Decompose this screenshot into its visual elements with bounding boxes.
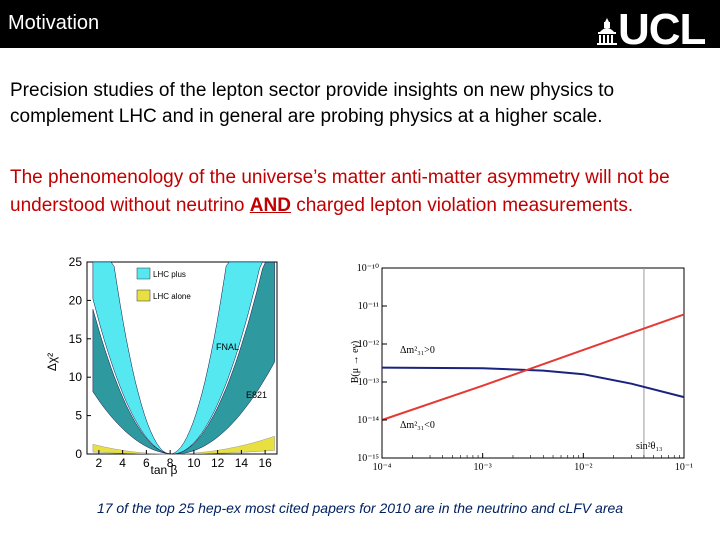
y-tick-label: 20 xyxy=(69,293,83,307)
series-line xyxy=(381,366,685,399)
legend-label-lhc-plus: LHC plus xyxy=(153,270,186,279)
chart2-ylabel: B(μ → eγ) xyxy=(350,341,361,384)
y-tick-label: 10⁻¹⁵ xyxy=(357,453,379,464)
x-tick-label: 14 xyxy=(235,456,249,470)
band-lhc-alone xyxy=(92,435,275,455)
x-tick-label: 8 xyxy=(167,456,174,470)
chart2-frame xyxy=(381,267,685,459)
y-tick-label: 5 xyxy=(75,409,82,423)
paragraph2-post: charged lepton violation measurements. xyxy=(290,195,634,216)
band-lhc-plus xyxy=(92,261,275,455)
x-tick-label: 10⁻⁴ xyxy=(373,462,392,473)
paragraph-physics-motivation: Precision studies of the lepton sector p… xyxy=(10,80,615,127)
legend-swatch-lhc-plus xyxy=(136,267,151,280)
legend-label-lhc-alone: LHC alone xyxy=(153,292,191,301)
paragraph-asymmetry: The phenomenology of the universe’s matt… xyxy=(10,164,715,220)
chart1-axes: 2 4 6 8 10 12 14 16 0 5 10 15 20 25 xyxy=(69,255,272,470)
x-tick-label: 16 xyxy=(258,456,272,470)
title-bar: Motivation UCL xyxy=(0,0,720,54)
chart1-ylabel: Δχ² xyxy=(45,353,59,371)
slide-title: Motivation xyxy=(8,12,100,34)
y-tick-label: 10 xyxy=(69,370,83,384)
chart1-legend: LHC plus LHC alone xyxy=(136,267,191,302)
band-e821 xyxy=(92,261,275,455)
y-tick-label: 10⁻¹⁰ xyxy=(357,263,379,274)
chart-mu-e-gamma: 10⁻⁴ 10⁻³ 10⁻² 10⁻¹ 10⁻¹⁰ 10⁻¹¹ 10⁻¹² 10⁻¹³ 10⁻¹… xyxy=(350,263,693,473)
chart-delta-chi2: LHC plus LHC alone FNAL E821 2 4 6 8 10 12 14 1… xyxy=(45,255,278,477)
chart2-series xyxy=(381,313,685,421)
x-tick-label: 12 xyxy=(211,456,225,470)
y-tick-label: 10⁻¹¹ xyxy=(358,301,379,312)
chart1-bands xyxy=(92,261,275,455)
x-tick-label: 10 xyxy=(187,456,201,470)
chart2-xlabel: sin²θ₁₃ xyxy=(636,441,662,452)
x-tick-label: 2 xyxy=(96,456,103,470)
legend-swatch-lhc-alone xyxy=(136,289,151,302)
ucl-dome-icon xyxy=(597,18,617,45)
logo-text: UCL xyxy=(618,5,706,54)
y-tick-label: 15 xyxy=(69,332,83,346)
x-tick-label: 6 xyxy=(143,456,150,470)
y-tick-label: 0 xyxy=(75,447,82,461)
chart2-axes: 10⁻⁴ 10⁻³ 10⁻² 10⁻¹ 10⁻¹⁰ 10⁻¹¹ 10⁻¹² 10⁻¹³ 10⁻¹… xyxy=(357,263,693,473)
paragraph2-emphasis: AND xyxy=(249,195,291,216)
y-tick-label: 10⁻¹² xyxy=(358,339,379,350)
citation-note: 17 of the top 25 hep-ex most cited paper… xyxy=(96,500,624,516)
x-tick-label: 10⁻³ xyxy=(474,462,492,473)
y-tick-label: 10⁻¹⁴ xyxy=(357,415,379,426)
ucl-logo: UCL xyxy=(596,5,720,54)
annotation-e821: E821 xyxy=(246,390,267,400)
x-tick-label: 10⁻¹ xyxy=(675,462,693,473)
series-label-normal: Δm²₃₁>0 xyxy=(400,345,435,356)
annotation-fnal: FNAL xyxy=(216,342,239,352)
y-tick-label: 10⁻¹³ xyxy=(358,377,379,388)
paragraph2-pre: The phenomenology of the universe’s matt… xyxy=(10,167,670,216)
series-line xyxy=(381,313,685,421)
series-label-inverted: Δm²₃₁<0 xyxy=(400,420,435,431)
x-tick-label: 10⁻² xyxy=(574,462,592,473)
y-tick-label: 25 xyxy=(69,255,83,269)
x-tick-label: 4 xyxy=(119,456,126,470)
chart1-xlabel: tan β xyxy=(151,463,178,477)
